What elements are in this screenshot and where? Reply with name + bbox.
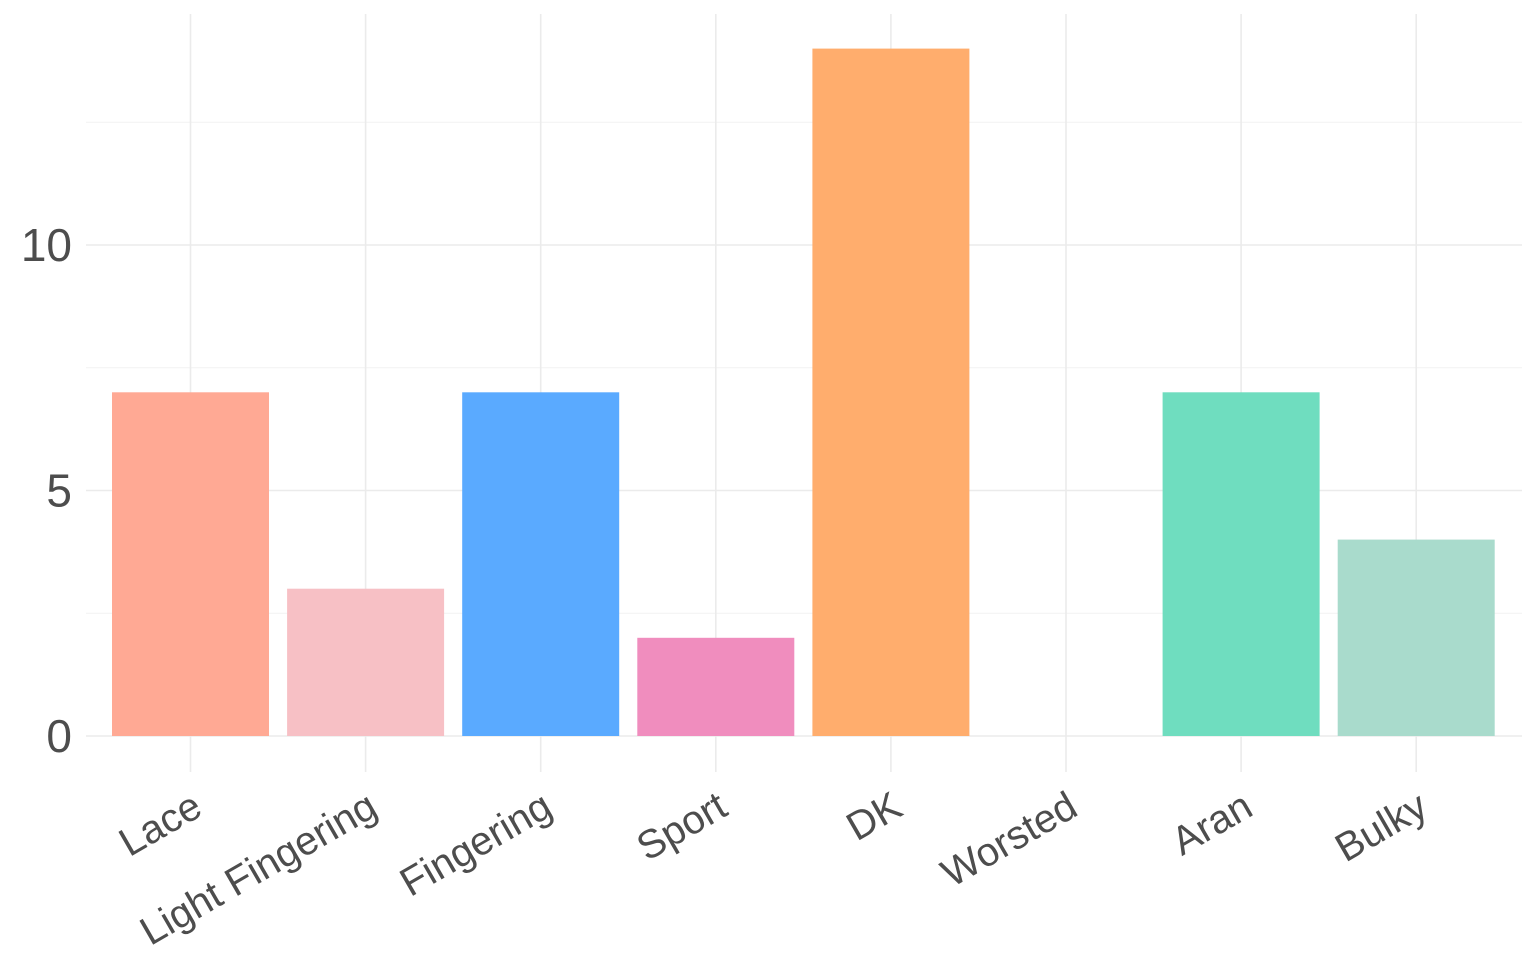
x-tick-label-sport: Sport — [629, 784, 734, 870]
y-axis-tick-labels: 0 5 10 — [21, 219, 72, 762]
bars — [112, 48, 1495, 737]
bar-dk — [812, 48, 970, 737]
y-tick-label-0: 0 — [46, 710, 72, 762]
bar-lace — [112, 392, 269, 736]
y-tick-label-2: 10 — [21, 219, 72, 271]
x-tick-label-worsted: Worsted — [934, 784, 1084, 896]
x-tick-label-fingering: Fingering — [393, 784, 559, 905]
x-tick-label-dk: DK — [839, 784, 909, 850]
x-tick-label-lace: Lace — [112, 784, 209, 865]
bar-fingering — [462, 392, 620, 736]
y-tick-label-1: 5 — [46, 465, 72, 517]
x-tick-label-aran: Aran — [1164, 784, 1259, 864]
x-tick-label-bulky: Bulky — [1328, 784, 1435, 871]
bar-aran — [1162, 392, 1320, 736]
bar-bulky — [1337, 539, 1495, 736]
bar-sport — [637, 637, 795, 736]
bar-light-fingering — [287, 588, 445, 736]
